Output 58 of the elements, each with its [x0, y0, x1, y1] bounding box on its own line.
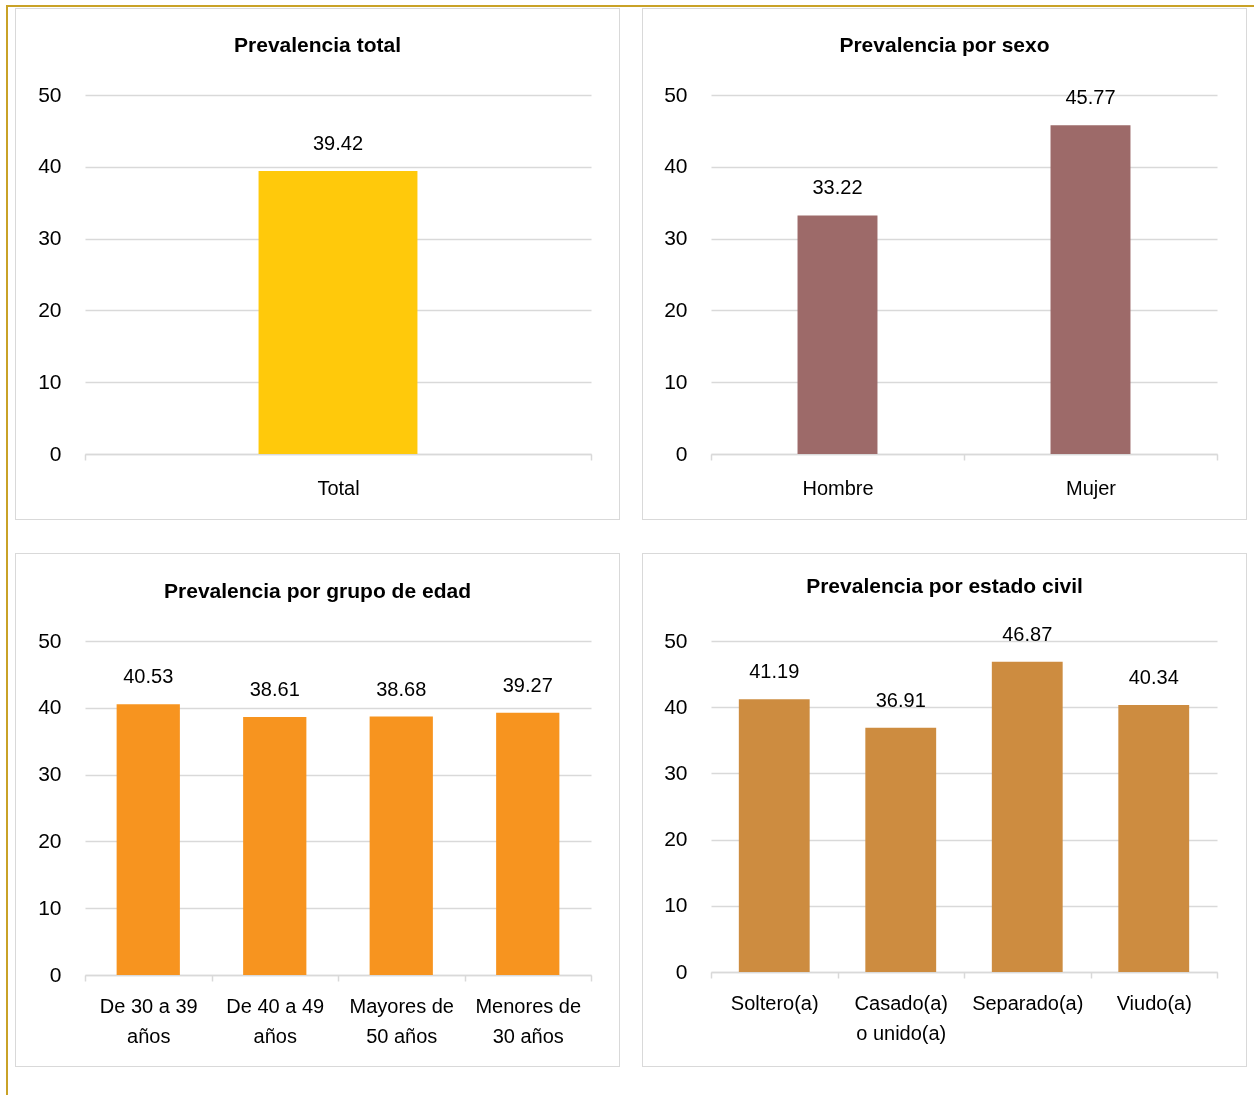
x-tick-label: De 30 a 39 años: [99, 994, 198, 1047]
y-tick-label: 50: [664, 82, 688, 106]
y-tick-label: 30: [664, 226, 688, 250]
y-tick-label: 20: [664, 827, 688, 851]
y-tick-label: 50: [38, 628, 62, 652]
chart-title: Prevalencia por estado civil: [806, 573, 1083, 597]
data-label: 39.42: [312, 131, 364, 154]
y-tick-label: 10: [38, 369, 62, 393]
data-label: 46.87: [1002, 622, 1053, 645]
bar: [991, 661, 1063, 972]
data-label: 39.27: [502, 673, 553, 696]
x-tick-label: Casado(a) o unido(a): [854, 991, 948, 1044]
x-tick-label: Total: [317, 476, 360, 499]
bar: [496, 712, 560, 975]
bar: [116, 704, 180, 975]
data-label: 38.61: [249, 678, 300, 701]
y-tick-label: 20: [664, 297, 688, 321]
bar: [738, 699, 810, 972]
y-tick-label: 10: [664, 893, 688, 917]
x-tick-label: Menores de 30 años: [475, 994, 582, 1047]
data-label: 41.19: [749, 660, 800, 683]
chart-title: Prevalencia por grupo de edad: [164, 579, 471, 602]
y-tick-label: 40: [664, 694, 688, 718]
data-label: 40.34: [1128, 665, 1179, 688]
y-tick-label: 50: [664, 628, 688, 652]
bar: [1118, 704, 1190, 972]
x-tick-label: Mujer: [1065, 476, 1117, 499]
y-tick-label: 0: [675, 959, 688, 983]
y-tick-label: 20: [38, 828, 62, 852]
bar: [369, 716, 433, 975]
y-tick-label: 30: [38, 226, 62, 250]
y-tick-label: 40: [38, 695, 62, 719]
data-label: 36.91: [875, 688, 926, 711]
x-tick-label: Separado(a): [972, 991, 1084, 1014]
y-tick-label: 10: [38, 895, 62, 919]
y-tick-label: 10: [664, 369, 688, 393]
y-tick-label: 50: [38, 82, 62, 106]
x-tick-label: De 40 a 49 años: [226, 994, 325, 1047]
data-label: 33.22: [812, 176, 863, 199]
x-tick-label: Hombre: [802, 476, 874, 499]
x-tick-label: Viudo(a): [1116, 991, 1192, 1014]
y-tick-label: 40: [38, 154, 62, 178]
data-label: 45.77: [1065, 86, 1116, 109]
data-label: 38.68: [376, 677, 427, 700]
y-tick-label: 40: [664, 154, 688, 178]
y-tick-label: 0: [49, 441, 62, 465]
y-tick-label: 0: [49, 962, 62, 986]
y-tick-label: 30: [38, 762, 62, 786]
y-tick-label: 0: [675, 441, 688, 465]
bar: [243, 717, 307, 975]
chart-title: Prevalencia por sexo: [839, 33, 1050, 56]
chart-title: Prevalencia total: [234, 33, 401, 56]
y-tick-label: 20: [38, 297, 62, 321]
x-tick-label: Soltero(a): [730, 991, 819, 1014]
bar: [865, 727, 937, 972]
data-label: 40.53: [123, 665, 174, 688]
x-tick-label: Mayores de 50 años: [349, 994, 454, 1047]
y-tick-label: 30: [664, 760, 688, 784]
